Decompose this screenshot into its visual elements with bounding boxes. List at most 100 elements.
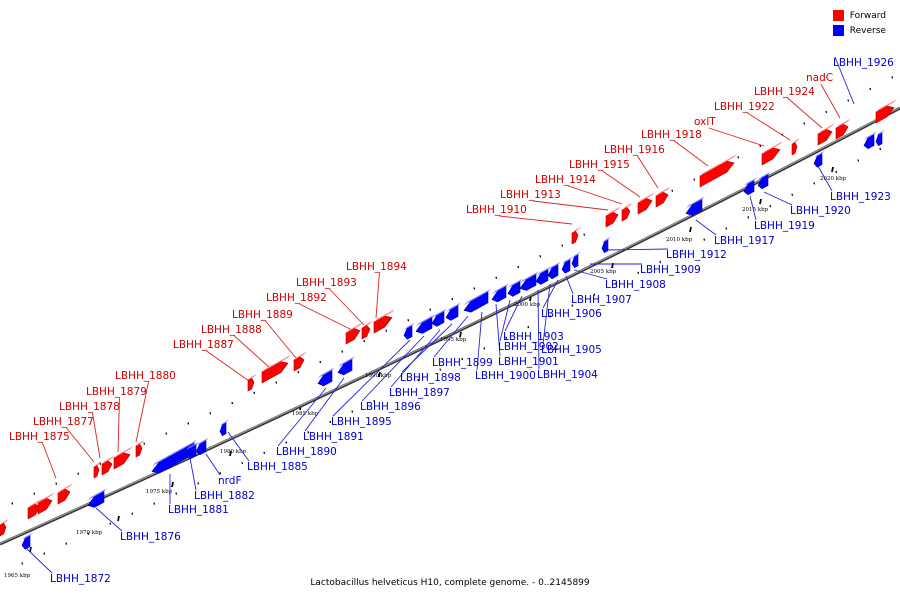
tick-mark: [87, 532, 90, 535]
forward-feature: [373, 309, 395, 334]
tick-mark: [461, 357, 464, 361]
tick-mark: [593, 293, 596, 296]
forward-gene-label: oxlT: [694, 116, 716, 128]
scale-labels: 1965 kbp 1970 kbp 1975 kbp 1980 kbp 1985 kbp…: [4, 176, 847, 579]
reverse-leader-line: [476, 311, 483, 371]
reverse-feature: [219, 419, 229, 437]
forward-leader-line: [66, 427, 95, 463]
reverse-gene-label: LBHH_1896: [360, 401, 421, 413]
reverse-feature: [87, 488, 107, 508]
legend-reverse: Reverse: [832, 23, 886, 38]
forward-leader-line: [820, 83, 841, 119]
tick-mark: [847, 99, 850, 102]
reverse-feature: [863, 131, 877, 150]
reverse-leader-line: [605, 248, 669, 251]
tick-mark-major: [459, 331, 462, 338]
reverse-leader-line: [205, 453, 221, 476]
forward-feature: [247, 373, 257, 392]
tick-mark: [693, 178, 696, 181]
forward-feature: [293, 351, 307, 372]
forward-feature: [361, 320, 373, 340]
reverse-feature: [195, 437, 209, 456]
reverse-leader-line: [573, 269, 608, 280]
forward-leader-line: [602, 170, 641, 198]
tick-mark: [143, 442, 146, 445]
tick-mark: [539, 255, 542, 258]
forward-leader-line: [265, 320, 297, 359]
forward-feature: [571, 226, 581, 245]
forward-gene-label: LBHH_1916: [604, 144, 665, 156]
reverse-gene-label: LBHH_1917: [714, 235, 775, 247]
forward-leader-line: [787, 97, 823, 129]
tick-mark: [659, 260, 662, 263]
tick-mark: [165, 432, 168, 435]
reverse-gene-label: LBHH_1923: [830, 191, 891, 203]
reverse-feature: [463, 288, 491, 313]
forward-leader-line: [234, 335, 271, 369]
reverse-leader-line: [763, 191, 793, 206]
forward-feature: [261, 354, 291, 384]
forward-gene-label: LBHH_1918: [641, 129, 702, 141]
tick-mark: [407, 319, 410, 322]
forward-leader-line: [92, 412, 101, 459]
tick-mark: [495, 276, 498, 279]
reverse-leader-line: [542, 279, 559, 309]
gene-features: [0, 99, 897, 550]
tick-mark: [253, 391, 256, 394]
reverse-feature: [21, 532, 33, 550]
reverse-gene-label: LBHH_1900: [475, 370, 536, 382]
forward-gene-label: LBHH_1888: [201, 324, 262, 336]
forward-gene-label: LBHH_1875: [9, 431, 70, 443]
tick-mark: [187, 422, 190, 425]
tick-mark: [869, 87, 872, 91]
reverse-leader-line: [433, 315, 469, 358]
forward-gene-label: LBHH_1889: [232, 309, 293, 321]
tick-mark: [351, 410, 354, 413]
reverse-feature: [685, 196, 705, 216]
tick-mark-major: [29, 546, 32, 553]
tick-mark-major: [378, 371, 381, 378]
tick-mark: [527, 325, 530, 329]
reverse-feature: [491, 283, 509, 303]
forward-gene-label: LBHH_1878: [59, 401, 120, 413]
tick-mark: [297, 371, 300, 374]
reverse-feature: [561, 256, 573, 274]
forward-feature: [101, 455, 115, 476]
scale-label: 2000 kbp: [514, 302, 541, 308]
tick-mark: [769, 204, 772, 208]
reverse-feature: [337, 356, 355, 376]
tick-mark: [571, 304, 574, 307]
forward-leader-line: [117, 397, 120, 453]
forward-feature: [621, 202, 633, 222]
tick-mark: [791, 193, 794, 196]
forward-leader-line: [299, 303, 353, 331]
scale-label: 2005 kbp: [590, 269, 617, 275]
forward-gene-label: LBHH_1913: [500, 189, 561, 201]
forward-leader-line: [637, 155, 659, 189]
tick-mark: [33, 492, 36, 495]
legend-forward: Forward: [832, 8, 886, 23]
tick-mark: [263, 451, 266, 454]
tick-mark: [747, 216, 750, 219]
tick-mark: [153, 502, 156, 505]
reverse-gene-label: LBHH_1908: [605, 279, 666, 291]
tick-mark: [43, 552, 46, 555]
tick-mark: [417, 379, 420, 382]
reverse-feature: [813, 150, 825, 168]
legend: Forward Reverse: [832, 8, 886, 38]
forward-feature: [605, 206, 621, 228]
forward-feature: [875, 99, 897, 124]
reverse-gene-label: LBHH_1882: [194, 490, 255, 502]
reverse-gene-label: LBHH_1903: [503, 331, 564, 343]
reverse-feature: [743, 177, 757, 196]
leader-lines: [25, 56, 855, 574]
tick-marks: [11, 76, 894, 565]
reverse-leader-line: [504, 295, 523, 332]
forward-swatch: [832, 10, 844, 21]
tick-mark: [285, 441, 288, 444]
forward-leader-line: [674, 140, 709, 167]
reverse-gene-label: LBHH_1919: [754, 220, 815, 232]
forward-leader-line: [375, 272, 380, 319]
forward-feature: [835, 118, 851, 140]
reverse-gene-label: LBHH_1895: [331, 416, 392, 428]
